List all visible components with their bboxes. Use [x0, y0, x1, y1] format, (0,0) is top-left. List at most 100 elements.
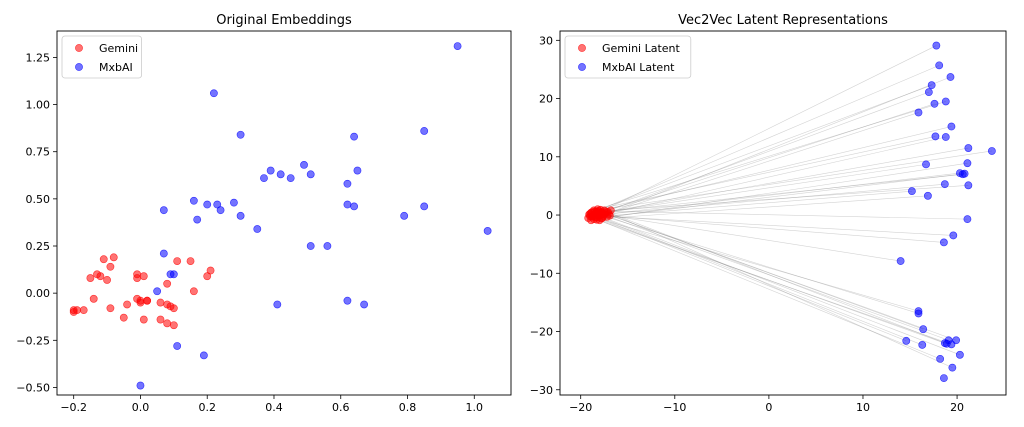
data-point	[136, 381, 145, 390]
connector-line	[605, 213, 924, 330]
data-point	[169, 321, 178, 330]
legend-label: MxbAI	[99, 61, 133, 74]
x-tick-label: −0.2	[60, 401, 87, 414]
axes-frame	[56, 30, 512, 396]
data-point	[343, 296, 352, 305]
data-point	[919, 325, 928, 334]
legend-marker	[578, 44, 586, 52]
data-point	[273, 300, 282, 309]
data-point	[159, 206, 168, 215]
x-tick-label: 0.0	[132, 401, 150, 414]
data-point	[924, 88, 933, 97]
data-point	[89, 294, 98, 303]
data-point	[350, 132, 359, 141]
data-point	[260, 174, 268, 183]
data-point	[600, 206, 609, 215]
data-point	[139, 315, 148, 324]
data-point	[79, 306, 88, 315]
y-tick-label: −0.50	[16, 381, 50, 394]
chart-panel-1: Original Embeddings −0.2 0.0 0.2 0.4 0.6 0.8 1.…	[16, 13, 512, 414]
connector-line	[590, 212, 961, 356]
data-point	[896, 257, 905, 265]
legend: Gemini MxbAI	[61, 35, 142, 79]
connector-line	[595, 112, 919, 218]
data-point	[306, 242, 315, 250]
data-point	[941, 97, 950, 106]
connector-line	[608, 183, 945, 215]
connector-line	[594, 103, 935, 215]
data-point	[286, 174, 295, 183]
data-point	[306, 170, 315, 179]
x-tick-label: 10	[856, 401, 870, 414]
data-point	[922, 160, 930, 169]
data-point	[963, 215, 972, 224]
data-point	[133, 274, 142, 282]
connector-line	[609, 190, 912, 216]
y-tick-label: −20	[530, 326, 553, 339]
connector-line	[601, 162, 968, 219]
x-tick-label: 1.0	[466, 401, 484, 414]
data-point	[96, 272, 105, 281]
x-tick-label: 0.2	[198, 401, 216, 414]
data-point	[276, 170, 285, 179]
data-point	[159, 249, 168, 258]
data-point	[123, 300, 132, 309]
series-mxbai-latent	[896, 41, 996, 383]
data-point	[173, 342, 182, 350]
data-point	[253, 225, 262, 233]
connector-line	[599, 220, 941, 360]
data-point	[987, 147, 996, 155]
data-point	[946, 73, 955, 81]
chart-panel-2: Vec2Vec Latent Representations −20 −10 0 10 2…	[530, 13, 1007, 414]
data-point	[203, 272, 212, 281]
data-point	[918, 341, 927, 349]
connector-line	[596, 219, 952, 345]
y-tick-label: 0	[546, 209, 553, 222]
data-point	[236, 130, 245, 139]
data-point	[948, 363, 957, 372]
data-point	[86, 274, 95, 282]
data-point	[230, 198, 238, 207]
x-tick-label: −10	[663, 401, 686, 414]
data-point	[99, 255, 108, 264]
data-point	[166, 270, 175, 279]
legend-marker	[75, 63, 83, 71]
x-tick-label: 0.6	[332, 401, 350, 414]
data-point	[109, 253, 118, 262]
data-point	[587, 208, 595, 217]
legend-label: Gemini Latent	[602, 42, 681, 55]
data-point	[964, 144, 973, 152]
data-point	[266, 166, 275, 175]
data-point	[930, 99, 939, 108]
data-point	[931, 132, 940, 141]
x-tick-label: 0.8	[399, 401, 417, 414]
data-point	[169, 304, 178, 313]
data-point	[173, 257, 182, 265]
connector-line	[588, 45, 937, 219]
data-point	[106, 304, 115, 313]
y-tick-label: 1.25	[26, 51, 51, 64]
connector-line	[606, 173, 963, 212]
legend-label: Gemini	[99, 42, 138, 55]
connector-line	[593, 101, 946, 211]
data-point	[595, 216, 604, 225]
connector-line	[599, 147, 969, 214]
data-point	[300, 161, 308, 169]
data-point	[153, 287, 162, 296]
x-tick-label: 0.4	[265, 401, 283, 414]
data-point	[914, 108, 923, 117]
legend-marker	[578, 63, 586, 71]
data-point	[343, 179, 352, 188]
data-point	[193, 215, 202, 224]
data-point	[955, 350, 964, 359]
connector-line	[598, 136, 946, 216]
y-tick-label: −0.25	[16, 334, 50, 347]
y-tick-label: 0.75	[26, 146, 51, 159]
connector-line	[601, 211, 957, 341]
data-point	[939, 374, 948, 383]
data-point	[350, 202, 359, 211]
series-gemini-latent	[584, 205, 615, 225]
legend-label: MxbAI Latent	[602, 61, 675, 74]
legend: Gemini Latent MxbAI Latent	[564, 35, 692, 79]
